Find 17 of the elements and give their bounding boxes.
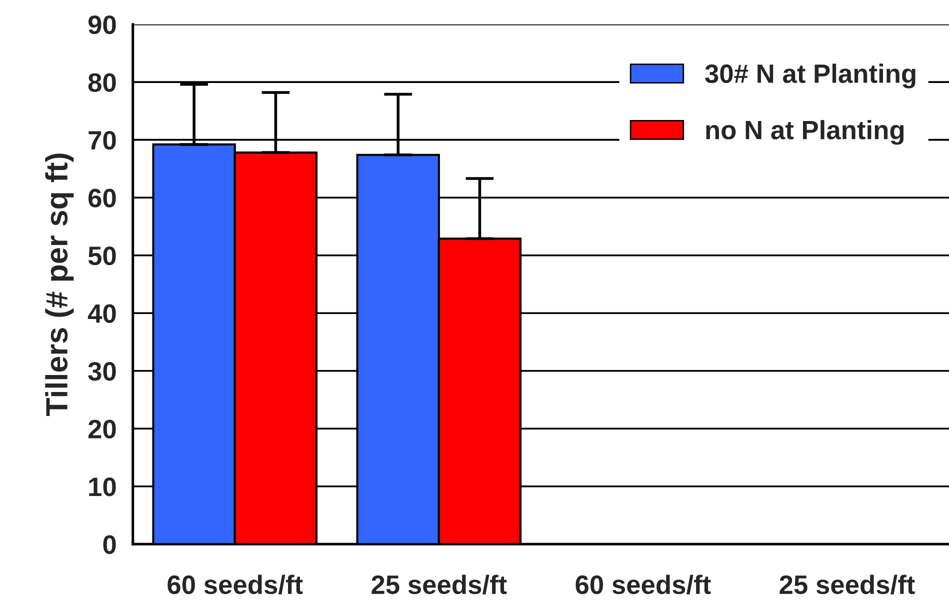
y-tick-label: 20 [88,420,116,438]
legend-label: 30# N at Planting [705,64,916,88]
y-tick-label: 70 [88,130,116,150]
y-tick-label: 40 [88,304,116,323]
y-tick-label: 30 [88,362,116,381]
x-tick-label: 60 seeds/ft [576,574,711,594]
y-tick-label: 50 [88,246,116,266]
y-tick-label: 80 [88,73,116,92]
x-tick-label: 60 seeds/ft [168,574,303,594]
y-tick-label: 10 [89,478,116,496]
y-axis-title: Tillers (# per sq ft) [45,154,74,416]
legend-label: no N at Planting [706,120,904,145]
x-tick-label: 25 seeds/ft [372,574,507,594]
y-tick-label: 90 [88,15,116,34]
x-tick-label: 25 seeds/ft [780,574,915,594]
y-tick-label: 0 [103,535,116,554]
y-tick-label: 60 [88,188,116,208]
